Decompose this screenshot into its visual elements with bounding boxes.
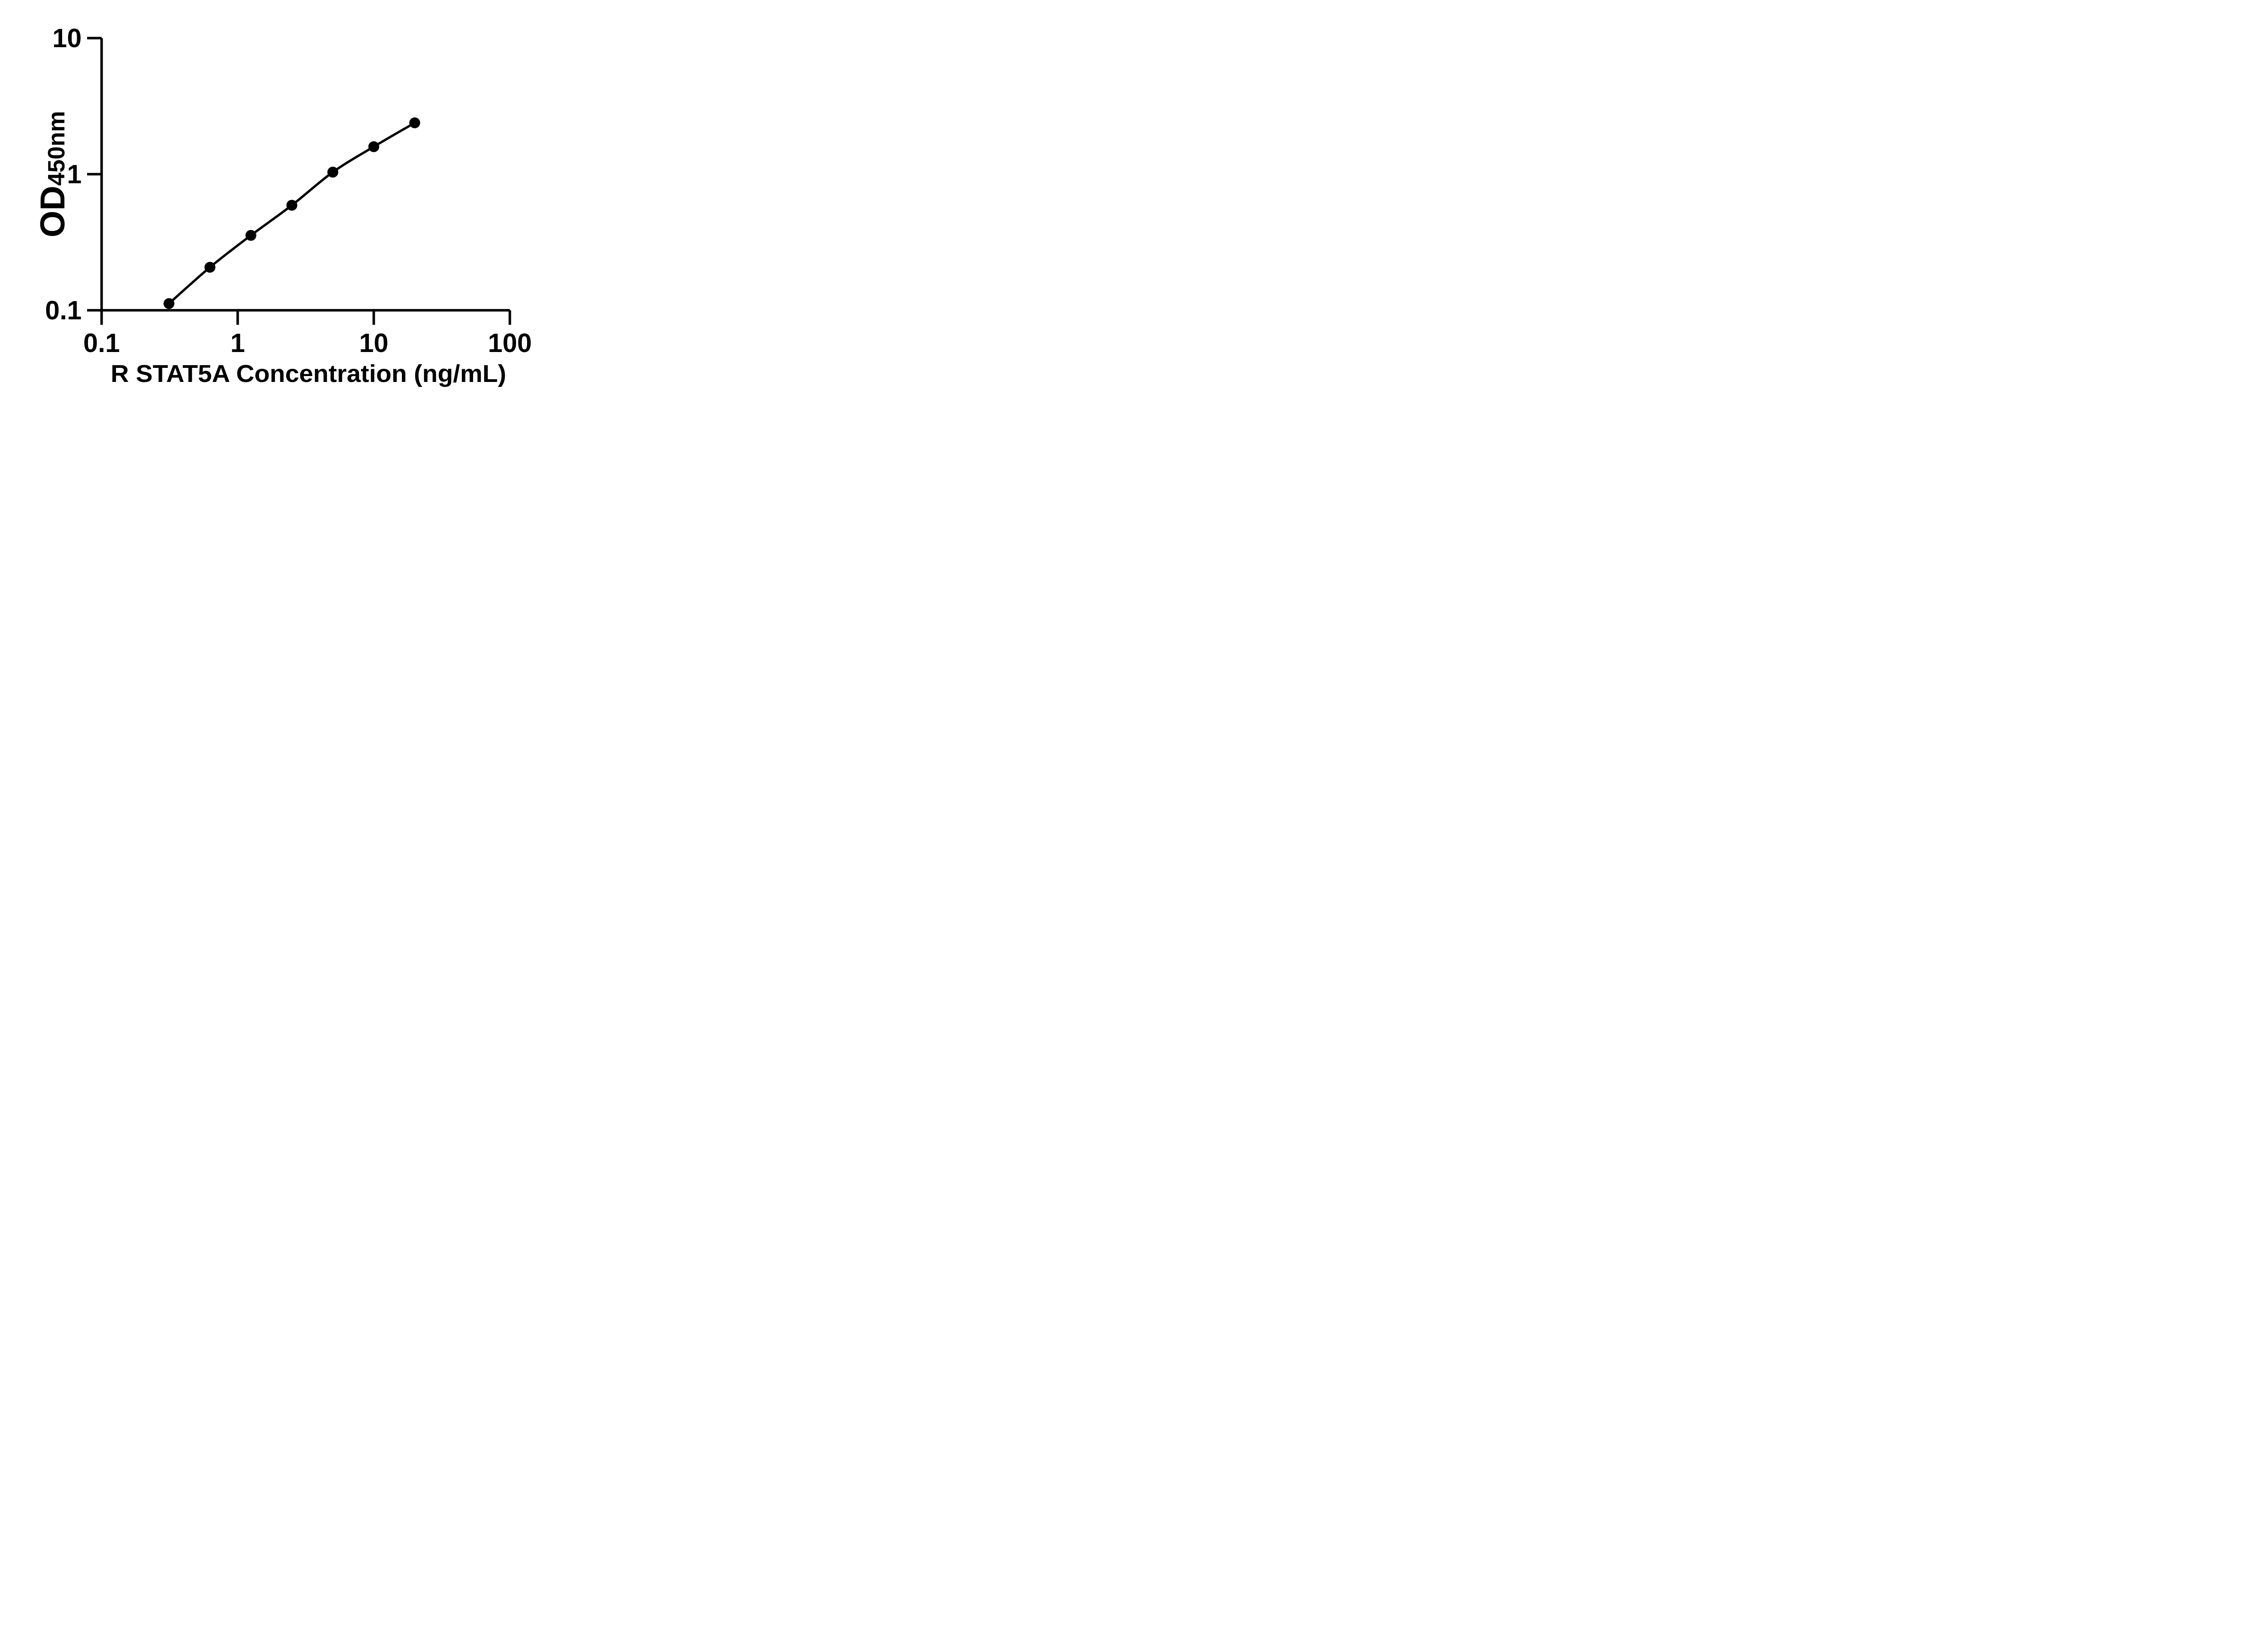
data-point <box>368 141 379 152</box>
x-tick-label: 100 <box>488 328 532 358</box>
y-tick-label: 1 <box>67 160 82 189</box>
x-axis-title: R STAT5A Concentration (ng/mL) <box>111 360 506 387</box>
data-point <box>286 200 298 211</box>
standard-curve-chart: 0.1 1 10 0.1 1 10 100 R STAT5A Concentration (… <box>34 24 532 387</box>
x-tick-label: 1 <box>230 328 245 358</box>
od-label-subscript: 450nm <box>44 111 70 186</box>
axis-titles: R STAT5A Concentration (ng/mL) OD450nm <box>34 111 506 387</box>
x-tick-label: 0.1 <box>83 328 120 358</box>
elisa-standard-curve-figure: 0.1 1 10 0.1 1 10 100 R STAT5A Concentration (… <box>0 0 572 408</box>
x-tick-label: 10 <box>359 328 389 358</box>
data-point <box>327 166 338 178</box>
y-tick-label: 0.1 <box>45 296 82 325</box>
y-tick-label: 10 <box>52 24 82 53</box>
tick-labels: 0.1 1 10 0.1 1 10 100 <box>45 24 532 358</box>
y-axis-title: OD450nm <box>34 111 72 238</box>
axis-ticks <box>87 37 511 325</box>
od-label-main: OD <box>34 186 72 237</box>
data-point <box>245 230 257 241</box>
data-point <box>163 298 175 309</box>
data-point <box>409 117 420 128</box>
axes <box>100 38 510 312</box>
axis-frame <box>100 38 510 312</box>
data-point <box>204 262 215 273</box>
data-points <box>163 117 420 309</box>
